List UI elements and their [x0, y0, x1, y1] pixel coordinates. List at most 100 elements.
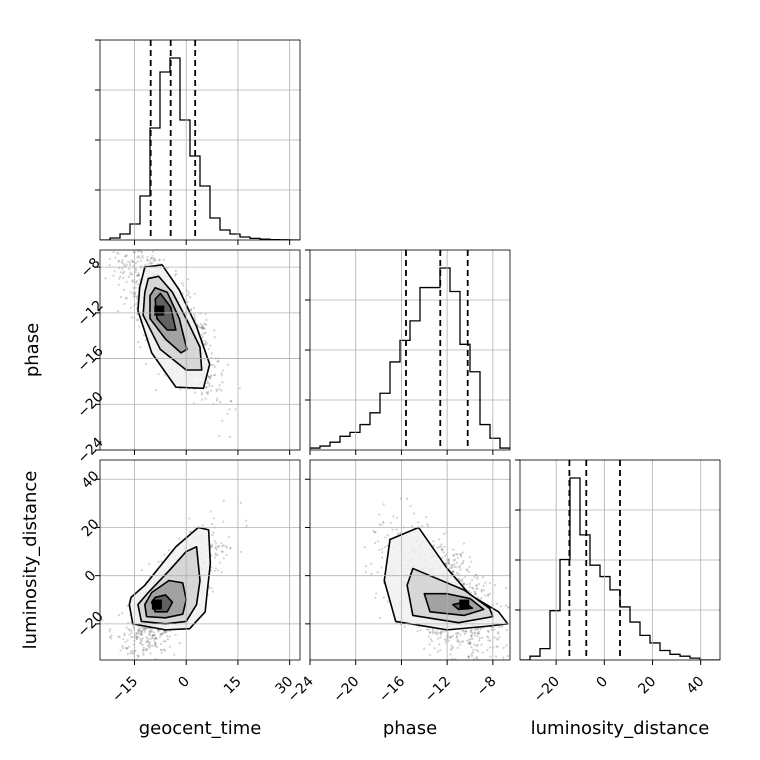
scatter-point — [217, 545, 220, 548]
scatter-point — [130, 650, 133, 653]
scatter-point — [447, 560, 450, 564]
scatter-point — [500, 605, 503, 608]
y-tick-label: 0 — [82, 568, 100, 586]
scatter-point — [419, 629, 422, 632]
scatter-point — [468, 641, 472, 644]
scatter-point — [109, 635, 112, 639]
scatter-point — [433, 647, 436, 650]
scatter-point — [150, 630, 153, 633]
scatter-point — [210, 545, 213, 549]
scatter-point — [384, 536, 387, 539]
scatter-point — [205, 342, 208, 345]
scatter-point — [123, 270, 126, 273]
scatter-point — [159, 648, 162, 651]
scatter-point — [128, 247, 130, 249]
scatter-point — [127, 628, 130, 631]
scatter-point — [137, 248, 139, 250]
scatter-point — [460, 667, 462, 669]
scatter-point — [137, 318, 140, 322]
scatter-point — [141, 247, 143, 249]
scatter-point — [468, 565, 471, 568]
scatter-point — [155, 665, 157, 667]
scatter-point — [225, 546, 228, 549]
scatter-point — [137, 341, 140, 344]
scatter-point — [476, 644, 479, 647]
scatter-point — [476, 631, 479, 635]
scatter-point — [168, 635, 171, 638]
scatter-point — [135, 635, 138, 639]
scatter-point — [140, 251, 144, 254]
scatter-point — [214, 373, 217, 376]
scatter-point — [213, 569, 216, 572]
scatter-point — [208, 382, 211, 386]
scatter-point — [497, 631, 500, 634]
scatter-point — [119, 271, 122, 274]
scatter-point — [218, 435, 221, 438]
scatter-point — [428, 653, 432, 656]
scatter-point — [84, 210, 86, 212]
scatter-point — [201, 327, 204, 330]
scatter-point — [476, 635, 479, 638]
scatter-point — [174, 273, 178, 276]
scatter-point — [140, 642, 143, 646]
scatter-point — [449, 566, 452, 569]
scatter-point — [199, 326, 202, 329]
scatter-point — [468, 638, 471, 641]
scatter-point — [469, 591, 472, 594]
scatter-point — [131, 260, 134, 264]
scatter-point — [119, 649, 122, 652]
scatter-point — [474, 628, 477, 632]
scatter-point — [392, 515, 395, 518]
scatter-point — [456, 640, 459, 643]
scatter-point — [486, 648, 489, 652]
scatter-point — [229, 400, 232, 403]
scatter-point — [205, 341, 208, 344]
scatter-point — [135, 274, 138, 277]
scatter-point — [157, 630, 160, 633]
scatter-point — [447, 639, 450, 642]
scatter-point — [129, 242, 131, 244]
scatter-point — [378, 523, 381, 526]
scatter-point — [239, 550, 242, 553]
scatter-point — [123, 632, 126, 635]
scatter-point — [441, 556, 444, 559]
scatter-point — [489, 639, 492, 642]
scatter-point — [134, 302, 138, 306]
scatter-point — [154, 636, 157, 640]
scatter-point — [211, 590, 214, 593]
scatter-point — [136, 637, 139, 640]
panel-border — [99, 39, 301, 241]
scatter-point — [399, 531, 402, 535]
scatter-point — [143, 630, 146, 633]
scatter-point — [467, 656, 471, 659]
scatter-point — [471, 586, 474, 589]
scatter-point — [440, 547, 443, 551]
scatter-point — [189, 296, 192, 299]
scatter-point — [136, 297, 139, 300]
scatter-point — [159, 635, 162, 639]
scatter-point — [378, 548, 381, 552]
x-tick-label: 0 — [594, 674, 612, 692]
scatter-point — [210, 364, 213, 367]
scatter-point — [423, 647, 426, 650]
x-tick-label: 20 — [635, 674, 659, 698]
scatter-point — [131, 273, 134, 276]
scatter-point — [193, 315, 197, 318]
scatter-point — [137, 654, 140, 657]
scatter-point — [125, 254, 128, 257]
scatter-point — [460, 579, 464, 583]
scatter-point — [119, 665, 121, 667]
scatter-point — [164, 667, 166, 669]
scatter-point — [484, 594, 487, 597]
scatter-point — [128, 242, 130, 244]
scatter-point — [372, 529, 375, 533]
scatter-point — [474, 591, 477, 594]
scatter-point — [204, 331, 207, 334]
scatter-point — [473, 662, 475, 664]
scatter-point — [226, 412, 229, 415]
scatter-point — [475, 648, 478, 652]
scatter-point — [157, 373, 160, 376]
scatter-point — [378, 616, 382, 620]
scatter-point — [212, 517, 215, 520]
scatter-point — [156, 629, 159, 632]
